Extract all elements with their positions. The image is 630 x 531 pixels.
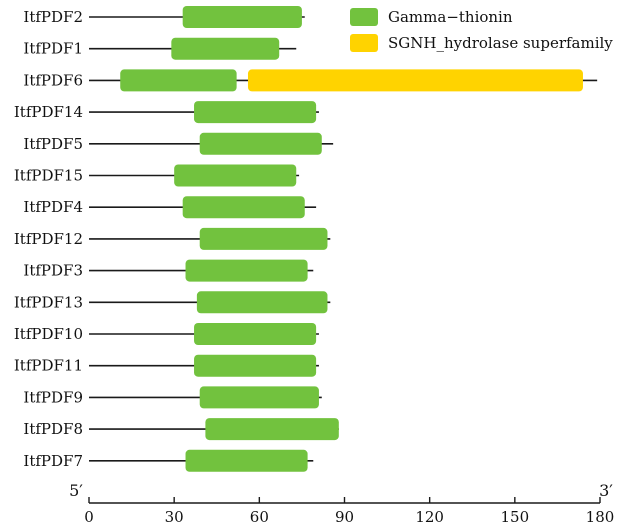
gene-row: ItfPDF10 <box>14 323 319 345</box>
gene-row: ItfPDF15 <box>14 164 300 187</box>
gene-label: ItfPDF4 <box>23 198 83 216</box>
gene-label: ItfPDF15 <box>14 167 83 185</box>
domain-box-gamma <box>182 6 302 28</box>
x-tick-label: 0 <box>84 508 94 526</box>
x-tick-label: 120 <box>415 508 444 526</box>
legend-label: Gamma−thionin <box>388 8 513 26</box>
gene-label: ItfPDF12 <box>14 230 83 248</box>
domain-box-gamma <box>205 418 339 441</box>
x-axis: 5′ 3′ 0 30 60 90 120 150 180 <box>69 481 614 526</box>
legend: Gamma−thionin SGNH_hydrolase superfamily <box>350 8 613 52</box>
legend-item: Gamma−thionin <box>350 8 513 26</box>
gene-label: ItfPDF6 <box>23 71 83 89</box>
gene-label: ItfPDF14 <box>14 103 83 121</box>
legend-item: SGNH_hydrolase superfamily <box>350 34 613 52</box>
domain-box-gamma <box>194 323 317 345</box>
x-tick-label: 30 <box>165 508 184 526</box>
gene-row: ItfPDF12 <box>14 227 331 250</box>
genes-layer: ItfPDF2 ItfPDF1 ItfPDF6 ItfPDF14 ItfPDF5 ItfP… <box>14 6 598 472</box>
gene-row: ItfPDF9 <box>23 386 322 409</box>
domain-box-gamma <box>194 354 317 377</box>
x-tick-label: 60 <box>250 508 269 526</box>
gene-row: ItfPDF1 <box>23 37 297 60</box>
gene-row: ItfPDF11 <box>14 354 319 377</box>
gene-label: ItfPDF8 <box>23 420 83 438</box>
legend-label: SGNH_hydrolase superfamily <box>388 34 613 52</box>
legend-swatch-gamma <box>350 8 378 26</box>
gene-row: ItfPDF8 <box>23 418 339 441</box>
x-tick-label: 180 <box>586 508 615 526</box>
gene-row: ItfPDF7 <box>23 449 314 472</box>
three-prime-label: 3′ <box>599 481 613 500</box>
domain-box-gamma <box>182 196 305 219</box>
domain-box-gamma <box>196 291 328 314</box>
domain-box-gamma <box>199 132 322 155</box>
gene-row: ItfPDF13 <box>14 291 331 314</box>
gene-label: ItfPDF10 <box>14 325 83 343</box>
gene-row: ItfPDF14 <box>14 101 319 124</box>
domain-box-gamma <box>199 386 319 409</box>
domain-box-gamma <box>174 164 297 187</box>
gene-label: ItfPDF3 <box>23 262 83 280</box>
gene-label: ItfPDF5 <box>23 135 83 153</box>
gene-label: ItfPDF7 <box>23 452 83 470</box>
five-prime-label: 5′ <box>69 481 83 500</box>
legend-swatch-sgnh <box>350 34 378 52</box>
x-tick-label: 90 <box>335 508 354 526</box>
domain-box-gamma <box>171 37 280 60</box>
gene-row: ItfPDF6 <box>23 69 598 92</box>
domain-box-gamma <box>120 69 237 92</box>
x-tick-label: 150 <box>501 508 530 526</box>
gene-label: ItfPDF9 <box>23 388 83 406</box>
domain-box-gamma <box>185 449 308 472</box>
gene-row: ItfPDF5 <box>23 132 334 155</box>
domain-box-gamma <box>194 101 317 124</box>
gene-row: ItfPDF2 <box>23 6 305 28</box>
gene-label: ItfPDF13 <box>14 293 83 311</box>
gene-label: ItfPDF1 <box>23 40 83 58</box>
domain-box-gamma <box>185 259 308 282</box>
gene-label: ItfPDF2 <box>23 8 83 26</box>
gene-row: ItfPDF3 <box>23 259 314 282</box>
domain-box-gamma <box>199 227 328 250</box>
domain-box-sgnh <box>247 69 583 92</box>
gene-row: ItfPDF4 <box>23 196 317 219</box>
gene-label: ItfPDF11 <box>14 357 83 375</box>
